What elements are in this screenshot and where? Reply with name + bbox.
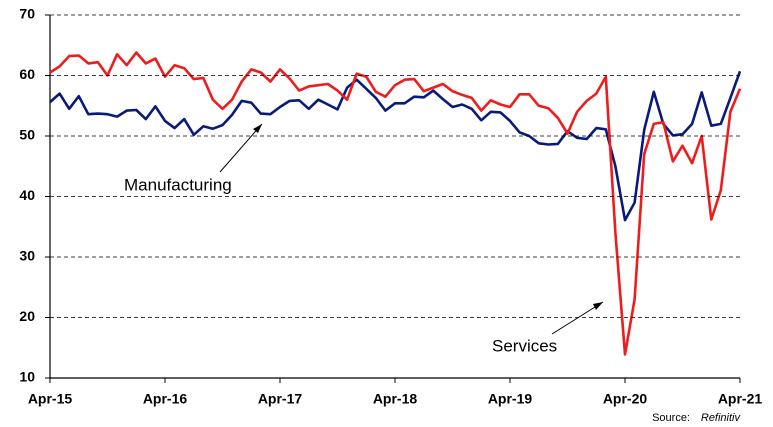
y-tick-label: 70 bbox=[19, 6, 35, 22]
y-tick-label: 20 bbox=[19, 308, 35, 324]
x-tick-label: Apr-16 bbox=[143, 391, 188, 407]
arrow-head bbox=[253, 124, 262, 133]
annotation-arrow bbox=[551, 301, 604, 335]
arrow-head bbox=[593, 302, 603, 310]
x-tick-label: Apr-17 bbox=[258, 391, 303, 407]
y-tick-label: 50 bbox=[19, 127, 35, 143]
x-tick-label: Apr-19 bbox=[488, 391, 533, 407]
y-tick-label: 60 bbox=[19, 66, 35, 82]
x-tick-label: Apr-15 bbox=[28, 391, 73, 407]
annotation-arrow bbox=[219, 123, 263, 173]
x-tick-label: Apr-20 bbox=[603, 391, 648, 407]
x-tick-label: Apr-21 bbox=[718, 391, 763, 407]
x-tick-label: Apr-18 bbox=[373, 391, 418, 407]
annotation: Services bbox=[492, 336, 557, 355]
series-line bbox=[49, 70, 742, 222]
series-line bbox=[49, 51, 742, 356]
y-tick-label: 10 bbox=[19, 369, 35, 385]
annotation: Manufacturing bbox=[124, 175, 232, 194]
y-tick-label: 30 bbox=[19, 248, 35, 264]
source-label: Source: bbox=[652, 412, 690, 424]
y-tick-label: 40 bbox=[19, 187, 35, 203]
source: Refinitiv bbox=[701, 412, 742, 424]
